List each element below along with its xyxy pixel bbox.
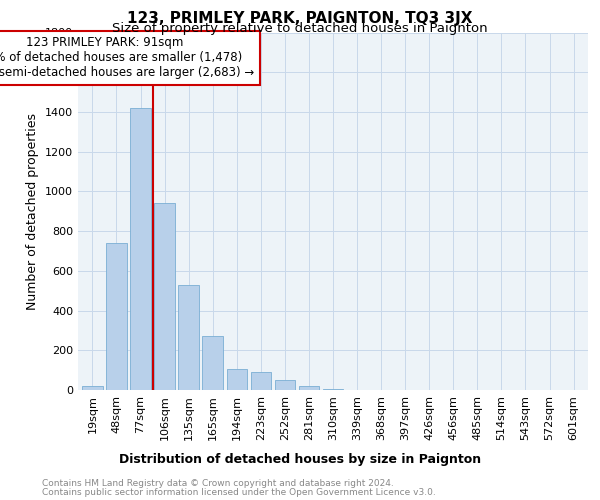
Bar [178,284,199,390]
Text: 123, PRIMLEY PARK, PAIGNTON, TQ3 3JX: 123, PRIMLEY PARK, PAIGNTON, TQ3 3JX [127,11,473,26]
Y-axis label: Number of detached properties: Number of detached properties [26,113,40,310]
Bar [154,204,175,390]
Text: 123 PRIMLEY PARK: 91sqm
← 35% of detached houses are smaller (1,478)
64% of semi: 123 PRIMLEY PARK: 91sqm ← 35% of detache… [0,36,254,80]
Text: Contains public sector information licensed under the Open Government Licence v3: Contains public sector information licen… [42,488,436,497]
Text: Contains HM Land Registry data © Crown copyright and database right 2024.: Contains HM Land Registry data © Crown c… [42,479,394,488]
Bar [299,386,319,390]
Bar [323,389,343,390]
Bar [275,380,295,390]
Text: Size of property relative to detached houses in Paignton: Size of property relative to detached ho… [112,22,488,35]
Bar [106,243,127,390]
Bar [251,372,271,390]
Bar [202,336,223,390]
Text: Distribution of detached houses by size in Paignton: Distribution of detached houses by size … [119,452,481,466]
Bar [130,108,151,390]
Bar [82,386,103,390]
Bar [227,369,247,390]
